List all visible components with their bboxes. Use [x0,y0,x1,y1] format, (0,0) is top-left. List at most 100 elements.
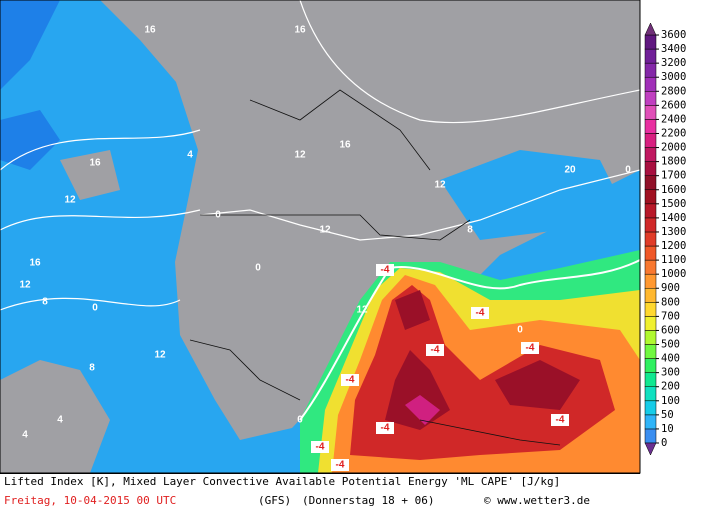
label-box [331,459,349,471]
borders [189,89,561,446]
label-box [376,264,394,276]
contour-label: -4 [336,460,345,471]
colorbar-label: 3000 [661,71,686,83]
colorbar-segment [644,231,657,247]
colorbar-label: 10 [661,423,674,435]
label-box [376,422,394,434]
colorbar-segment [644,34,657,50]
coastline [419,419,561,446]
colorbar-segment [644,400,657,416]
colorbar-segment [644,287,657,303]
colorbar-above [644,22,657,36]
colorbar: 0 10 50 100 200 300 400 500 600 700 800 900 1000 1100… [644,22,686,456]
colorbar-segment [644,203,657,219]
colorbar-label: 100 [661,395,680,407]
contour-label: 4 [22,430,28,441]
contour-label: -4 [381,423,390,434]
colorbar-segment [644,386,657,402]
colorbar-label: 700 [661,310,680,322]
footer-credit: © www.wetter3.de [484,494,590,507]
footer-model: (GFS) [258,494,291,507]
colorbar-label: 2200 [661,127,686,139]
colorbar-label: 1200 [661,240,686,252]
colorbar-segment [644,133,657,148]
colorbar-label: 1300 [661,226,686,238]
coastline [249,89,431,171]
colorbar-label: 300 [661,367,680,379]
contour-label: -4 [381,265,390,276]
colorbar-segment [644,217,657,233]
colorbar-label: 2600 [661,99,686,111]
contour-label: 8 [467,225,473,236]
contour [0,209,201,231]
contour-labels: 16 12 16 12 8 0 12 8 4 4 12 16 12 8 12 4 0 0 12 0 0 0 20 -4 -4 -4… [19,25,631,471]
contour-label: 8 [89,363,95,374]
contour-label: 8 [42,297,48,308]
border [200,214,471,241]
contour [0,129,201,171]
contour-label: -4 [316,442,325,453]
colorbar-segment [644,344,657,359]
colorbar-segment [644,316,657,331]
ocean-deep [0,0,60,170]
map: 16 12 16 12 8 0 12 8 4 4 12 16 12 8 12 4 0 0 12 0 0 0 20 -4 -4 -4… [0,0,640,473]
colorbar-label: 200 [661,381,680,393]
label-box [471,307,489,319]
contour [199,169,640,241]
contour-label: 12 [319,225,331,236]
colorbar-label: 400 [661,353,680,365]
contour [299,259,640,421]
colorbar-segment [644,119,657,134]
label-box [311,441,329,453]
footer-description: Lifted Index [K], Mixed Layer Convective… [4,475,560,488]
contour-label: 4 [57,415,63,426]
contour-label: 0 [517,325,523,336]
colorbar-label: 1100 [661,254,686,266]
contour-label: -4 [556,415,565,426]
colorbar-label: 1000 [661,268,686,280]
contour-label: 0 [297,415,303,426]
footer-date: Freitag, 10-04-2015 00 UTC [4,494,176,507]
cape-2000 [405,395,440,425]
contour-label: 12 [154,350,166,361]
land-patch [0,150,120,473]
label-box [426,344,444,356]
label-box [551,414,569,426]
colorbar-segment [644,105,657,120]
colorbar-label: 500 [661,339,680,351]
contour-label: 12 [19,280,31,291]
colorbar-segment [644,189,657,205]
contours [0,0,640,421]
colorbar-label: 3200 [661,57,686,69]
colorbar-label: 2000 [661,142,686,154]
contour-label: 20 [564,165,576,176]
contour-label: 16 [89,158,101,169]
colorbar-segment [644,76,657,92]
colorbar-segment [644,372,657,387]
contour-label: 12 [64,195,76,206]
contour [0,297,181,311]
contour-label: 0 [255,263,261,274]
contour-label: 0 [215,210,221,221]
colorbar-label: 3400 [661,43,686,55]
colorbar-segment [644,428,657,444]
contour-label: 4 [187,150,193,161]
land [100,0,640,440]
colorbar-label: 600 [661,324,680,336]
colorbar-label: 0 [661,437,667,449]
contour-label: 16 [339,140,351,151]
contour-label: 16 [144,25,156,36]
colorbar-segment [644,62,657,78]
colorbar-segment [644,245,657,261]
colorbar-segment [644,48,657,64]
colorbar-label: 1800 [661,156,686,168]
colorbar-segment [644,259,657,275]
label-box [341,374,359,386]
contour-label: 12 [434,180,446,191]
colorbar-segment [644,273,657,289]
cape-1600 [385,290,580,430]
colorbar-segment [644,91,657,106]
colorbar-segment [644,175,657,191]
contour-label: 16 [29,258,41,269]
contour-label: 12 [294,150,306,161]
